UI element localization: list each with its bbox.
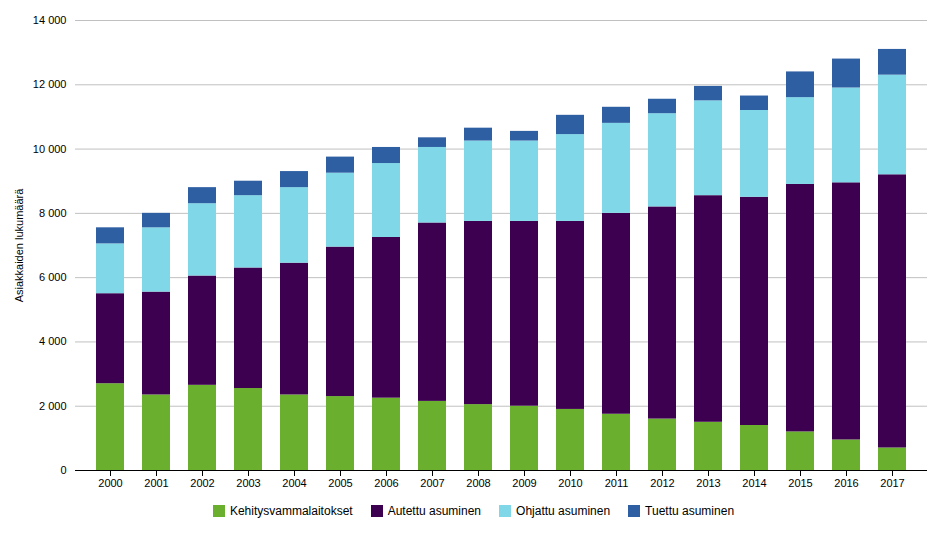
- svg-text:2017: 2017: [880, 477, 904, 489]
- svg-text:2 000: 2 000: [39, 400, 67, 412]
- svg-text:2000: 2000: [98, 477, 122, 489]
- svg-text:2009: 2009: [512, 477, 536, 489]
- svg-text:0: 0: [60, 464, 66, 476]
- svg-text:2011: 2011: [605, 477, 629, 489]
- svg-text:2016: 2016: [834, 477, 858, 489]
- svg-text:2001: 2001: [144, 477, 168, 489]
- svg-text:6 000: 6 000: [39, 271, 67, 283]
- svg-text:2006: 2006: [374, 477, 398, 489]
- svg-text:2002: 2002: [190, 477, 214, 489]
- svg-text:2003: 2003: [236, 477, 260, 489]
- svg-text:14 000: 14 000: [33, 14, 67, 26]
- svg-text:2010: 2010: [558, 477, 582, 489]
- svg-text:4 000: 4 000: [39, 335, 67, 347]
- svg-text:10 000: 10 000: [33, 143, 67, 155]
- svg-text:2013: 2013: [696, 477, 720, 489]
- svg-text:12 000: 12 000: [33, 78, 67, 90]
- svg-text:2008: 2008: [466, 477, 490, 489]
- svg-text:8 000: 8 000: [39, 207, 67, 219]
- svg-text:2004: 2004: [282, 477, 306, 489]
- html-text:Kehitysvammalaitokset: Kehitysvammalaitokset: [229, 504, 353, 518]
- html-text:Autettu asuminen: Autettu asuminen: [387, 504, 481, 518]
- svg-text:2007: 2007: [420, 477, 444, 489]
- html-text:Ohjattu asuminen: Ohjattu asuminen: [516, 504, 611, 518]
- svg-text:2014: 2014: [742, 477, 766, 489]
- svg-text:Asiakkaiden lukumäärä: Asiakkaiden lukumäärä: [13, 188, 25, 303]
- svg-text:2005: 2005: [328, 477, 352, 489]
- html-text:Tuettu asuminen: Tuettu asuminen: [645, 504, 735, 518]
- svg-text:2012: 2012: [650, 477, 674, 489]
- svg-text:2015: 2015: [788, 477, 812, 489]
